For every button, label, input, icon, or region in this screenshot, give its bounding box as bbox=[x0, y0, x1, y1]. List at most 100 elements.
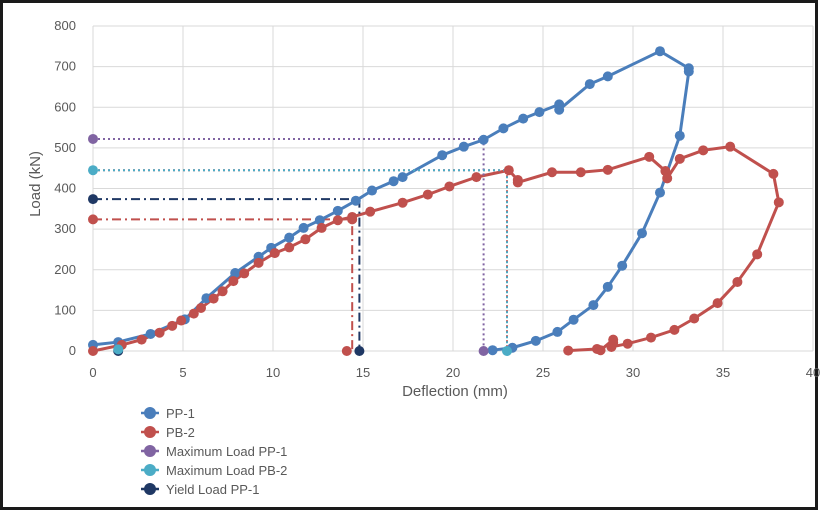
data-point-pb-2 bbox=[239, 268, 250, 279]
data-point-pb-2 bbox=[88, 346, 98, 356]
data-point-pb-2 bbox=[608, 334, 619, 345]
x-tick-label: 20 bbox=[446, 365, 460, 380]
x-tick-label: 25 bbox=[536, 365, 550, 380]
x-tick-label: 10 bbox=[266, 365, 280, 380]
legend-label: PB-2 bbox=[166, 425, 195, 440]
marker-pb2-reference bbox=[341, 346, 352, 356]
data-point-pb-2 bbox=[176, 315, 187, 326]
data-point-pp-1 bbox=[683, 66, 694, 77]
y-tick-label: 0 bbox=[69, 343, 76, 358]
marker-maximum-load-pp-1 bbox=[478, 346, 489, 356]
y-tick-label: 300 bbox=[54, 221, 76, 236]
data-point-pb-2 bbox=[444, 181, 455, 192]
data-point-pb-2 bbox=[471, 172, 482, 183]
data-point-pp-1 bbox=[145, 328, 156, 339]
y-tick-label: 600 bbox=[54, 99, 76, 114]
data-point-pp-1 bbox=[397, 172, 408, 183]
data-point-pb-2 bbox=[253, 257, 264, 268]
data-point-pp-1 bbox=[602, 281, 613, 292]
data-point-pb-2 bbox=[154, 327, 165, 338]
legend-marker bbox=[144, 483, 156, 495]
data-point-pb-2 bbox=[365, 206, 376, 217]
legend-marker bbox=[144, 426, 156, 438]
tick-labels: 0 100 200 300 400 500 600 700 800 0 5 10 15 20 25 30 35 4… bbox=[54, 18, 820, 380]
data-point-pp-1 bbox=[498, 123, 509, 134]
data-point-pp-1 bbox=[367, 185, 377, 196]
data-point-pb-2 bbox=[602, 164, 613, 175]
data-point-pp-1 bbox=[284, 232, 295, 243]
data-point-pp-1 bbox=[637, 228, 647, 239]
legend-label: Maximum Load PP-1 bbox=[166, 444, 287, 459]
data-point-pp-1 bbox=[674, 130, 685, 141]
data-point-pb-2 bbox=[712, 298, 723, 309]
data-point-pp-1 bbox=[655, 187, 665, 198]
y-axis-title: Load (kN) bbox=[27, 151, 44, 217]
data-point-pp-1 bbox=[617, 260, 628, 271]
data-point-pb-2 bbox=[217, 286, 228, 297]
data-point-pb-2 bbox=[773, 197, 784, 208]
data-point-pp-1 bbox=[388, 176, 399, 187]
data-point-pp-1 bbox=[487, 345, 498, 356]
y-tick-label: 400 bbox=[54, 181, 76, 196]
data-point-pb-2 bbox=[547, 167, 557, 178]
data-point-pb-2 bbox=[188, 308, 199, 319]
marker-pb2-reference bbox=[347, 214, 358, 225]
y-tick-label: 500 bbox=[54, 140, 76, 155]
x-tick-label: 5 bbox=[179, 365, 186, 380]
marker-yield-load-pp-1 bbox=[88, 194, 98, 205]
y-tick-label: 800 bbox=[54, 18, 76, 33]
series-line-pp-1 bbox=[92, 49, 691, 352]
data-point-pb-2 bbox=[422, 189, 433, 200]
data-point-pp-1 bbox=[314, 215, 325, 226]
legend-label: Yield Load PP-1 bbox=[166, 482, 259, 497]
data-point-pp-1 bbox=[478, 134, 489, 145]
marker-maximum-load-pp-1 bbox=[88, 133, 98, 144]
legend: PP-1 PB-2 Maximum Load PP-1 Maximum Load PB… bbox=[141, 406, 287, 497]
data-point-pp-1 bbox=[332, 205, 343, 216]
x-tick-label: 30 bbox=[626, 365, 640, 380]
data-point-pb-2 bbox=[269, 248, 280, 259]
data-point-pp-1 bbox=[530, 335, 541, 346]
legend-label: PP-1 bbox=[166, 406, 195, 421]
data-point-pp-1 bbox=[554, 104, 565, 115]
data-point-pb-2 bbox=[332, 215, 343, 226]
data-point-pb-2 bbox=[622, 338, 633, 349]
reference-line-maximum-load-pb-2 bbox=[93, 169, 508, 351]
marker-maximum-load-pb-2 bbox=[88, 165, 98, 176]
data-point-pp-1 bbox=[534, 107, 545, 118]
data-point-pb-2 bbox=[662, 173, 673, 184]
data-point-pb-2 bbox=[669, 324, 680, 335]
marker-yield-load-pp-1 bbox=[354, 346, 365, 356]
x-tick-label: 15 bbox=[356, 365, 370, 380]
y-tick-label: 200 bbox=[54, 262, 76, 277]
data-point-pb-2 bbox=[512, 177, 523, 188]
data-point-pp-1 bbox=[584, 79, 595, 90]
series-line-pb-2 bbox=[92, 145, 781, 353]
data-point-pb-2 bbox=[575, 167, 586, 178]
data-point-pb-2 bbox=[752, 249, 763, 260]
data-point-pb-2 bbox=[196, 302, 206, 313]
marker-extra bbox=[113, 344, 124, 355]
x-tick-label: 0 bbox=[89, 365, 96, 380]
data-point-pp-1 bbox=[437, 150, 448, 161]
data-point-pp-1 bbox=[655, 46, 665, 57]
x-axis-title: Deflection (mm) bbox=[402, 383, 508, 400]
data-point-pp-1 bbox=[568, 314, 579, 325]
data-point-pb-2 bbox=[397, 197, 408, 208]
data-point-pb-2 bbox=[698, 145, 709, 156]
data-point-pp-1 bbox=[552, 326, 563, 337]
legend-marker bbox=[144, 407, 156, 419]
data-point-pb-2 bbox=[732, 276, 743, 287]
series-markers bbox=[88, 46, 784, 356]
grid-lines bbox=[92, 25, 814, 352]
data-point-pp-1 bbox=[458, 141, 469, 152]
data-point-pp-1 bbox=[230, 268, 241, 278]
series-lines bbox=[92, 49, 781, 353]
data-point-pb-2 bbox=[674, 153, 685, 164]
data-point-pb-2 bbox=[644, 151, 655, 162]
data-point-pp-1 bbox=[518, 113, 529, 124]
data-point-pb-2 bbox=[208, 293, 219, 304]
y-tick-label: 700 bbox=[54, 59, 76, 74]
